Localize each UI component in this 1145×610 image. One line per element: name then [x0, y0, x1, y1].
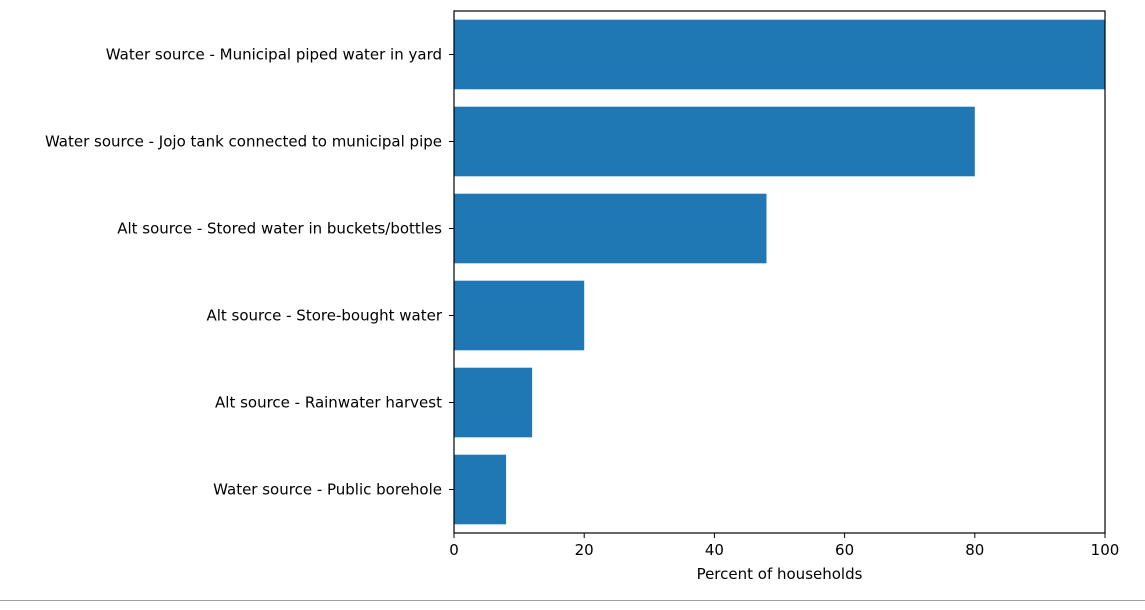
- bar-5: [454, 454, 507, 525]
- bottom-divider: [0, 600, 1145, 601]
- bar-1: [454, 106, 975, 177]
- bars-group: [454, 19, 1105, 525]
- x-tick-label-4: 80: [965, 541, 984, 559]
- x-tick-label-3: 60: [835, 541, 854, 559]
- x-tick-label-0: 0: [449, 541, 459, 559]
- bar-0: [454, 19, 1105, 90]
- category-label-0: Water source - Municipal piped water in …: [106, 46, 442, 64]
- bar-3: [454, 280, 585, 351]
- x-axis-label: Percent of households: [697, 565, 863, 583]
- category-label-3: Alt source - Store-bought water: [206, 307, 442, 325]
- x-ticks: 0 20 40 60 80 100: [449, 533, 1119, 559]
- category-label-1: Water source - Jojo tank connected to mu…: [45, 133, 442, 151]
- category-label-2: Alt source - Stored water in buckets/bot…: [117, 220, 442, 238]
- x-tick-label-5: 100: [1091, 541, 1120, 559]
- bar-4: [454, 367, 533, 438]
- x-tick-label-1: 20: [575, 541, 594, 559]
- plot-frame: [453, 10, 1106, 534]
- category-label-5: Water source - Public borehole: [213, 481, 442, 499]
- category-labels: Water source - Municipal piped water in …: [45, 46, 454, 499]
- bar-2: [454, 193, 767, 264]
- x-tick-label-2: 40: [705, 541, 724, 559]
- category-label-4: Alt source - Rainwater harvest: [215, 394, 442, 412]
